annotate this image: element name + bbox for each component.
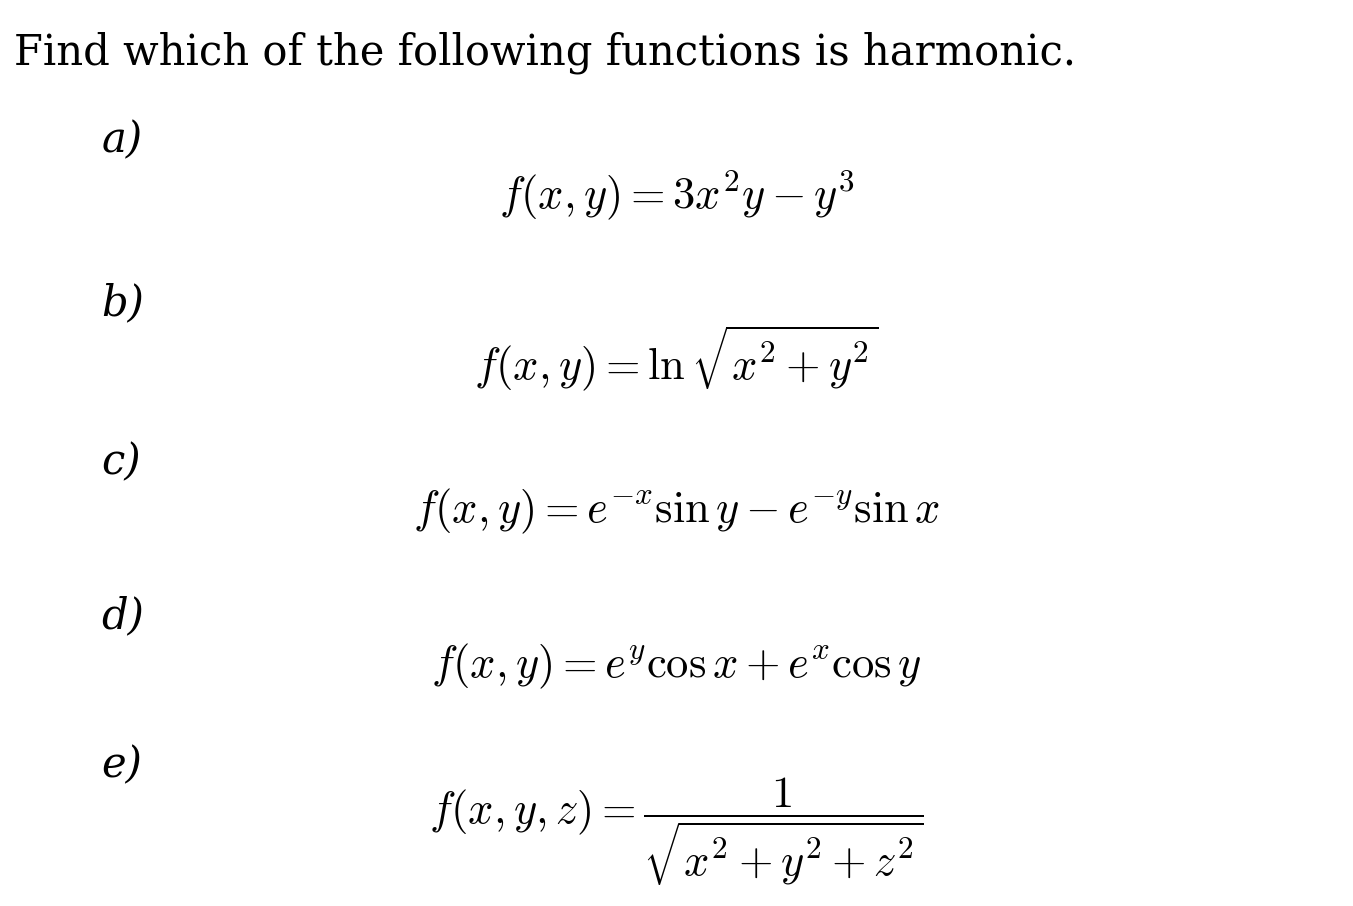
Text: $f(x, y) = \ln \sqrt{x^2 + y^2}$: $f(x, y) = \ln \sqrt{x^2 + y^2}$: [474, 323, 879, 393]
Text: $f(x, y, z) = \dfrac{1}{\sqrt{x^2 + y^2 + z^2}}$: $f(x, y, z) = \dfrac{1}{\sqrt{x^2 + y^2 …: [429, 776, 924, 888]
Text: $f(x, y) = e^{-x} \sin y - e^{-y} \sin x$: $f(x, y) = e^{-x} \sin y - e^{-y} \sin x…: [413, 487, 940, 536]
Text: Find which of the following functions is harmonic.: Find which of the following functions is…: [14, 32, 1076, 74]
Text: c): c): [101, 441, 141, 483]
Text: e): e): [101, 745, 142, 786]
Text: a): a): [101, 120, 142, 161]
Text: $f(x, y) = 3x^2y - y^3$: $f(x, y) = 3x^2y - y^3$: [499, 168, 854, 222]
Text: $f(x, y) = e^{y} \cos x + e^{x} \cos y$: $f(x, y) = e^{y} \cos x + e^{x} \cos y$: [432, 641, 921, 690]
Text: b): b): [101, 283, 145, 324]
Text: d): d): [101, 595, 145, 637]
